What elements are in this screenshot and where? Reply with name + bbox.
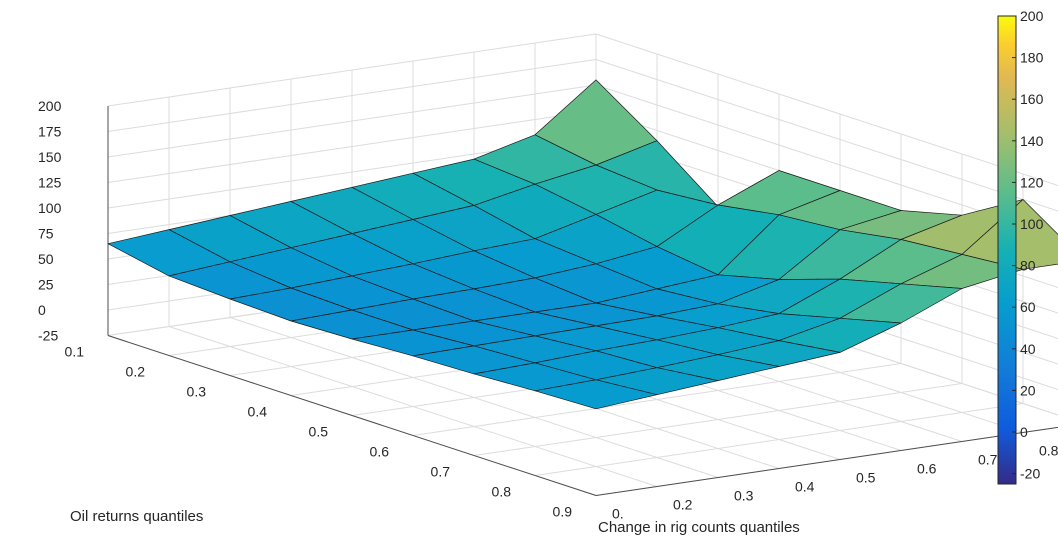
z-tick-label: 100	[38, 200, 62, 216]
z-tick-label: 0	[38, 302, 46, 318]
colorbar-tick-label: 80	[1020, 258, 1036, 274]
colorbar-tick-label: 140	[1020, 133, 1044, 149]
z-tick-label: 50	[38, 251, 54, 267]
colorbar-tick-label: 60	[1020, 299, 1036, 315]
y-tick-label: 0.5	[856, 470, 876, 486]
y-tick-label: 0.6	[917, 461, 937, 477]
z-tick-label: 150	[38, 149, 62, 165]
colorbar-tick-label: -20	[1020, 466, 1040, 482]
y-tick-label: 0.2	[673, 497, 693, 513]
colorbar-tick-label: 100	[1020, 216, 1044, 232]
colorbar-gradient	[997, 15, 1017, 485]
surface-patch	[534, 379, 658, 410]
x-tick-label: 0.3	[187, 384, 207, 400]
x-tick-label: 0.8	[492, 484, 512, 500]
x-tick-label: 0.7	[431, 464, 451, 480]
colorbar-tick-label: 40	[1020, 341, 1036, 357]
z-tick-label: 75	[38, 226, 54, 242]
x-tick-label: 0.6	[370, 444, 390, 460]
z-tick-label: 175	[38, 124, 62, 140]
z-tick-label: -25	[38, 328, 58, 344]
x-tick-label: 0.9	[553, 504, 573, 520]
colorbar-tick-label: 200	[1020, 8, 1044, 24]
colorbar-tick-label: 120	[1020, 174, 1044, 190]
z-tick-label: 25	[38, 277, 54, 293]
floor-gridline	[168, 326, 658, 487]
colorbar-tick-label: 160	[1020, 91, 1044, 107]
y-tick-label: 0.7	[978, 452, 998, 468]
x-tick-label: 0.4	[248, 404, 268, 420]
x-axis-label: Oil returns quantiles	[70, 508, 203, 525]
x-axis-line	[107, 335, 597, 496]
floor-gridline	[229, 317, 719, 478]
axis-tick-labels: 2001751501251007550250-250.10.20.30.40.5…	[38, 98, 1058, 522]
x-tick-label: 0.1	[65, 344, 85, 360]
colorbar-tick-label: 180	[1020, 50, 1044, 66]
z-tick-label: 200	[38, 98, 62, 114]
x-tick-label: 0.5	[309, 424, 329, 440]
y-tick-label: 0.3	[734, 488, 754, 504]
colorbar-tick-label: 20	[1020, 382, 1036, 398]
y-tick-label: 0.	[612, 506, 624, 522]
y-tick-label: 0.8	[1039, 443, 1058, 459]
x-tick-label: 0.2	[126, 364, 146, 380]
surface-patches	[107, 79, 1058, 410]
y-axis-label: Change in rig counts quantiles	[598, 519, 800, 536]
y-tick-label: 0.4	[795, 479, 815, 495]
z-tick-label: 125	[38, 175, 62, 191]
colorbar-tick-label: 0	[1020, 424, 1028, 440]
